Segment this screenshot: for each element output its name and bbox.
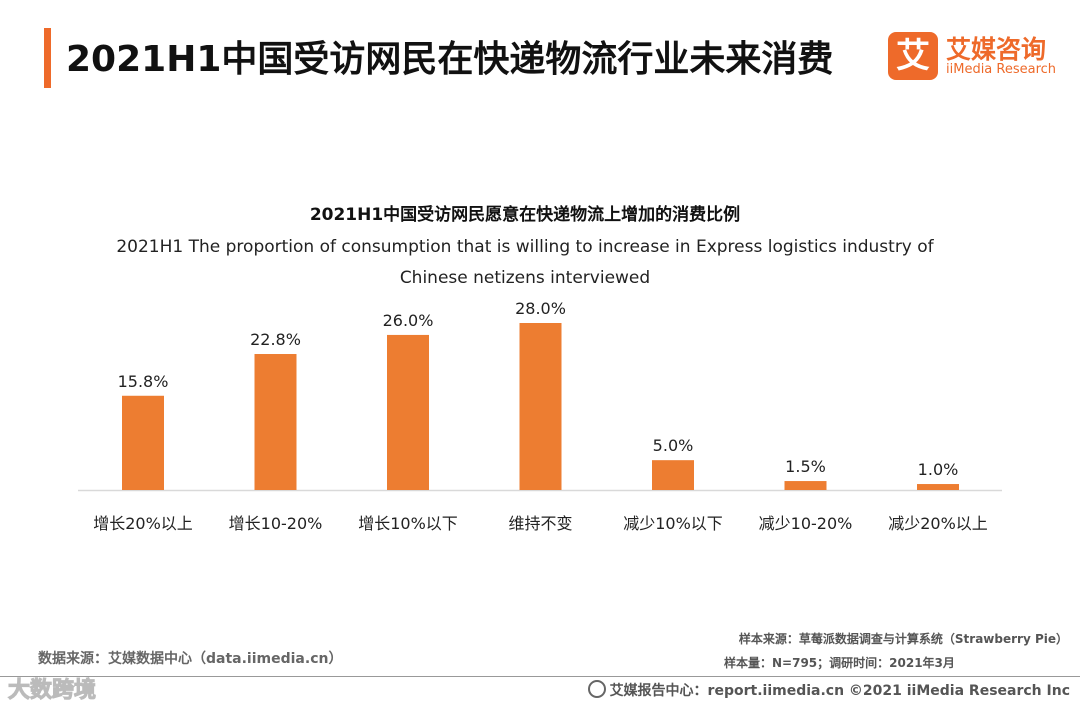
logo-subtitle: iiMedia Research (946, 62, 1057, 77)
bar (122, 395, 164, 490)
bar (652, 460, 694, 490)
page-title: 2021H1中国受访网民在快递物流行业未来消费 (66, 39, 834, 80)
data-label: 22.8% (250, 330, 301, 349)
x-tick-label: 减少10%以下 (623, 514, 723, 533)
sample-size: 样本量：N=795；调研时间：2021年3月 (724, 656, 955, 670)
globe-icon (587, 680, 606, 698)
logo-mark-icon: 艾 (888, 32, 938, 80)
iimedia-logo: 艾 艾媒咨询 iiMedia Research (888, 30, 1068, 86)
data-label: 26.0% (383, 311, 434, 330)
x-tick-label: 维持不变 (508, 514, 572, 533)
x-tick-label: 增长10-20% (229, 514, 323, 533)
chart-title: 2021H1中国受访网民愿意在快递物流上增加的消费比例 (309, 205, 741, 225)
x-tick-label: 减少10-20% (759, 514, 853, 533)
bar (784, 481, 827, 490)
title-accent-bar (44, 28, 51, 88)
data-label: 5.0% (653, 436, 694, 455)
footer-divider (0, 676, 1080, 677)
chart-subtitle: 2021H1 The proportion of consumption tha… (116, 237, 934, 288)
data-label: 28.0% (515, 299, 566, 318)
report-center-text: 艾媒报告中心：report.iimedia.cn ©2021 iiMedia R… (609, 683, 1070, 699)
x-tick-label: 减少20%以上 (888, 514, 988, 533)
data-label: 1.0% (918, 460, 959, 479)
bar (254, 354, 297, 490)
data-label: 1.5% (785, 457, 826, 476)
watermark: 大数跨境 (7, 678, 97, 704)
bar (387, 334, 429, 490)
bar (917, 484, 959, 490)
logo-name: 艾媒咨询 (946, 35, 1047, 64)
bar (519, 323, 562, 490)
data-source: 数据来源：艾媒数据中心（data.iimedia.cn） (38, 651, 343, 667)
footer-report-center: 艾媒报告中心：report.iimedia.cn ©2021 iiMedia R… (587, 680, 1070, 700)
sample-source: 样本来源：草莓派数据调查与计算系统（Strawberry Pie） (738, 632, 1068, 646)
data-label: 15.8% (118, 372, 169, 391)
x-tick-label: 增长20%以上 (93, 514, 193, 533)
x-tick-label: 增长10%以下 (358, 514, 458, 533)
